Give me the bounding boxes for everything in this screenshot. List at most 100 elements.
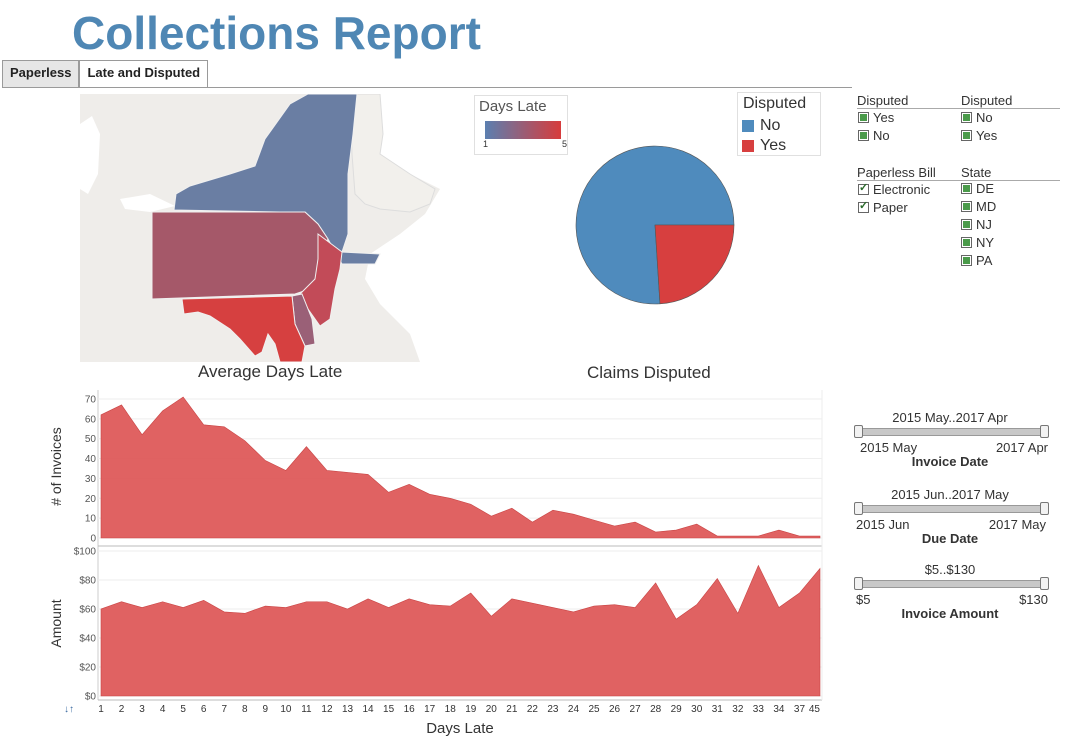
filter-state-title: State bbox=[952, 165, 1060, 181]
slider-max-label: 2017 May bbox=[988, 517, 1046, 532]
checkbox[interactable] bbox=[961, 255, 972, 266]
x-tick-label: 17 bbox=[424, 704, 436, 715]
x-tick-label: 2 bbox=[119, 704, 125, 715]
slider-track[interactable] bbox=[854, 505, 1048, 513]
checkbox[interactable] bbox=[961, 112, 972, 123]
filter-disputed-no[interactable]: No bbox=[858, 128, 890, 143]
slider-max-label: $130 bbox=[1019, 592, 1048, 607]
checkbox[interactable] bbox=[858, 181, 869, 195]
filter-disputed-title: Disputed bbox=[857, 93, 952, 109]
slider-handle-left[interactable] bbox=[854, 425, 863, 438]
tab-paperless[interactable]: Paperless bbox=[2, 60, 80, 87]
filter-state-pa[interactable]: PA bbox=[961, 253, 992, 268]
y-tick-label: 70 bbox=[85, 394, 97, 405]
legend-item-yes[interactable]: Yes bbox=[742, 137, 786, 155]
checkbox[interactable] bbox=[961, 130, 972, 141]
legend-swatch-yes bbox=[742, 140, 754, 152]
x-tick-label: 5 bbox=[180, 704, 186, 715]
x-tick-label: 9 bbox=[263, 704, 269, 715]
disputed-pie-chart[interactable] bbox=[570, 140, 740, 315]
slider-min-label: 2015 May bbox=[860, 440, 918, 455]
y-tick-label: 40 bbox=[85, 454, 97, 465]
slider-track[interactable] bbox=[854, 428, 1048, 436]
checkbox[interactable] bbox=[858, 112, 869, 123]
filter-disputed2-yes[interactable]: Yes bbox=[961, 128, 997, 143]
slider-min-label: 2015 Jun bbox=[856, 517, 910, 532]
state-pa[interactable] bbox=[151, 211, 329, 300]
filter-state-ny[interactable]: NY bbox=[961, 235, 994, 250]
y-axis-title-amount: Amount bbox=[48, 599, 64, 647]
filter-state-de[interactable]: DE bbox=[961, 181, 994, 196]
filter-paperless-electronic[interactable]: Electronic bbox=[858, 181, 930, 197]
area-series-invoices[interactable] bbox=[100, 396, 821, 539]
invoice-amount-slider[interactable]: $5..$130 $5 $130 Invoice Amount bbox=[852, 562, 1049, 622]
checkbox[interactable] bbox=[858, 130, 869, 141]
y-tick-label: 50 bbox=[85, 434, 97, 445]
y-tick-label: 0 bbox=[90, 534, 96, 545]
x-axis-title: Days Late bbox=[426, 720, 494, 737]
checkbox[interactable] bbox=[858, 199, 869, 213]
x-tick-label: 28 bbox=[650, 704, 662, 715]
y-tick-label: $0 bbox=[85, 692, 97, 703]
filter-disputed-yes[interactable]: Yes bbox=[858, 110, 894, 125]
filter-state-md[interactable]: MD bbox=[961, 199, 996, 214]
legend-label-no: No bbox=[760, 117, 781, 134]
sort-icon[interactable]: ↓↑ bbox=[64, 704, 74, 715]
y-tick-label: $20 bbox=[79, 663, 96, 674]
checkbox[interactable] bbox=[961, 237, 972, 248]
x-tick-label: 19 bbox=[465, 704, 477, 715]
x-tick-label: 22 bbox=[527, 704, 539, 715]
filter-disputed2-no[interactable]: No bbox=[961, 110, 993, 125]
disputed-legend: Disputed No Yes bbox=[737, 92, 821, 156]
x-tick-label: 1 bbox=[98, 704, 104, 715]
slider-handle-left[interactable] bbox=[854, 502, 863, 515]
filter-disputed2-title: Disputed bbox=[952, 93, 1060, 109]
x-tick-label: 29 bbox=[671, 704, 683, 715]
filter-state-nj[interactable]: NJ bbox=[961, 217, 992, 232]
x-tick-label: 14 bbox=[362, 704, 374, 715]
slider-caption: Due Date bbox=[921, 531, 979, 546]
legend-item-no[interactable]: No bbox=[742, 117, 780, 135]
area-series-amount[interactable] bbox=[100, 564, 821, 697]
checkbox[interactable] bbox=[961, 219, 972, 230]
checkbox[interactable] bbox=[961, 201, 972, 212]
x-tick-label: 23 bbox=[547, 704, 559, 715]
lake-shape bbox=[80, 116, 100, 194]
map-caption: Average Days Late bbox=[198, 362, 343, 381]
filter-paperless-paper[interactable]: Paper bbox=[858, 199, 908, 215]
slider-handle-right[interactable] bbox=[1040, 502, 1049, 515]
filter-paperless-title: Paperless Bill bbox=[857, 165, 952, 181]
x-tick-label: 11 bbox=[301, 704, 312, 715]
x-tick-label: 24 bbox=[568, 704, 580, 715]
checkbox[interactable] bbox=[961, 183, 972, 194]
x-tick-label: 12 bbox=[321, 704, 333, 715]
days-late-legend-title: Days Late bbox=[479, 98, 547, 115]
invoice-date-slider[interactable]: 2015 May..2017 Apr 2015 May 2017 Apr Inv… bbox=[852, 410, 1049, 470]
days-late-legend: Days Late 1 5 bbox=[474, 95, 568, 155]
x-tick-label: 45 bbox=[809, 704, 821, 715]
x-tick-label: 33 bbox=[753, 704, 765, 715]
y-tick-label: 60 bbox=[85, 414, 97, 425]
x-tick-label: 7 bbox=[221, 704, 227, 715]
x-tick-label: 34 bbox=[773, 704, 785, 715]
slider-min-label: $5 bbox=[856, 592, 871, 607]
x-tick-label: 8 bbox=[242, 704, 248, 715]
days-late-area-charts[interactable]: 0 10 20 30 40 50 60 70 # of Invoices $0 $20 $40 $60 $… bbox=[0, 385, 840, 741]
state-map[interactable] bbox=[80, 94, 470, 362]
pie-slice-yes[interactable] bbox=[654, 224, 735, 305]
slider-handle-right[interactable] bbox=[1040, 577, 1049, 590]
slider-handle-left[interactable] bbox=[854, 577, 863, 590]
days-late-legend-min: 1 bbox=[483, 139, 489, 149]
due-date-slider[interactable]: 2015 Jun..2017 May 2015 Jun 2017 May Due… bbox=[852, 487, 1049, 547]
state-md[interactable] bbox=[181, 295, 306, 362]
slider-range-text: 2015 Jun..2017 May bbox=[891, 487, 1009, 502]
slider-track[interactable] bbox=[854, 580, 1048, 588]
y-tick-label: $60 bbox=[79, 605, 96, 616]
y-tick-label: 30 bbox=[85, 474, 97, 485]
slider-handle-right[interactable] bbox=[1040, 425, 1049, 438]
tab-late-and-disputed[interactable]: Late and Disputed bbox=[79, 60, 209, 87]
y-tick-label: 10 bbox=[85, 514, 97, 525]
y-tick-label: $80 bbox=[79, 576, 96, 587]
state-nj[interactable] bbox=[299, 233, 343, 327]
x-tick-label: 21 bbox=[506, 704, 518, 715]
